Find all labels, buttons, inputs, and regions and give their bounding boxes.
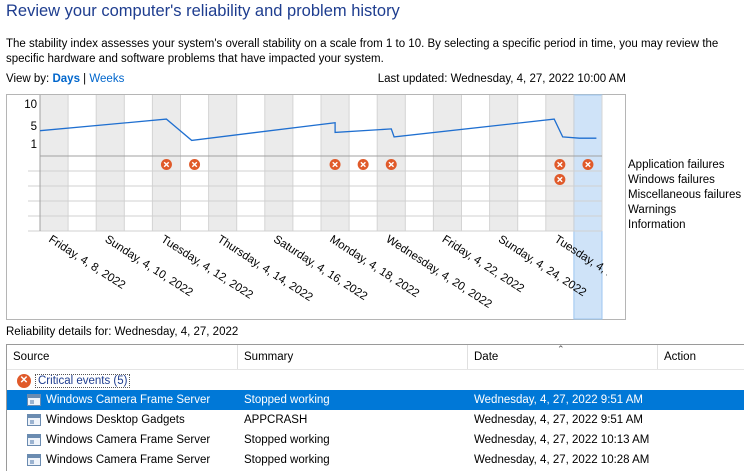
row-source: Windows Camera Frame Server: [46, 434, 211, 446]
y-tick-label: 10: [24, 99, 37, 111]
day-column: [489, 95, 518, 231]
application-icon: [27, 394, 41, 406]
view-days-link[interactable]: Days: [52, 73, 80, 85]
critical-events-label: Critical events (5): [35, 374, 131, 388]
application-icon: [27, 414, 41, 426]
legend-miscellaneous-failures: Miscellaneous failures: [628, 189, 742, 201]
legend-windows-failures: Windows failures: [628, 174, 715, 186]
failure-marker-cross: [388, 161, 395, 168]
day-column: [433, 95, 462, 231]
sort-ascending-icon: ⌃: [557, 344, 565, 354]
row-summary: Stopped working: [244, 434, 330, 446]
row-source: Windows Camera Frame Server: [46, 394, 211, 406]
failure-marker-cross: [163, 161, 170, 168]
row-summary: Stopped working: [244, 454, 330, 466]
table-row[interactable]: Windows Camera Frame Server Stopped work…: [7, 430, 744, 450]
table-row[interactable]: Windows Camera Frame Server Stopped work…: [7, 450, 744, 470]
table-row[interactable]: Windows Camera Frame Server Stopped work…: [7, 390, 744, 410]
page-title: Review your computer's reliability and p…: [6, 2, 400, 20]
y-tick-label: 1: [31, 139, 37, 151]
application-icon: [27, 434, 41, 446]
application-icon: [27, 454, 41, 466]
view-by-label: View by:: [6, 73, 50, 85]
reliability-details-table: Source Summary Date ⌃ Action ✕ Critical …: [6, 344, 744, 471]
failure-marker-cross: [557, 176, 563, 183]
column-header-summary[interactable]: Summary: [238, 345, 468, 369]
legend-information: Information: [628, 219, 686, 231]
row-date: Wednesday, 4, 27, 2022 9:51 AM: [474, 414, 643, 426]
row-summary: Stopped working: [244, 394, 330, 406]
row-date: Wednesday, 4, 27, 2022 9:51 AM: [474, 394, 643, 406]
view-weeks-link[interactable]: Weeks: [89, 73, 125, 85]
column-header-action[interactable]: Action: [664, 351, 696, 363]
page-description: The stability index assesses your system…: [6, 38, 719, 65]
failure-marker-cross: [557, 161, 563, 168]
legend-application-failures: Application failures: [628, 159, 725, 171]
failure-marker-cross: [360, 161, 366, 168]
header-divider: [7, 369, 744, 370]
row-source: Windows Camera Frame Server: [46, 454, 211, 466]
day-column: [96, 95, 125, 231]
view-by-selector: View by: Days | Weeks: [6, 73, 124, 85]
day-column: [264, 95, 293, 231]
failure-marker-cross: [332, 161, 338, 168]
last-updated-text: Last updated: Wednesday, 4, 27, 2022 10:…: [377, 73, 626, 85]
day-column: [40, 95, 69, 231]
column-header-date[interactable]: Date: [468, 345, 658, 369]
critical-error-icon: ✕: [17, 374, 31, 388]
stability-index-line: [39, 118, 597, 142]
y-tick-label: 5: [31, 121, 37, 133]
legend-warnings: Warnings: [628, 204, 677, 216]
view-separator: |: [83, 73, 87, 85]
day-column: [208, 95, 237, 231]
row-summary: APPCRASH: [244, 414, 308, 426]
failure-marker-cross: [585, 161, 591, 168]
table-row[interactable]: Windows Desktop Gadgets APPCRASH Wednesd…: [7, 410, 744, 430]
row-date: Wednesday, 4, 27, 2022 10:28 AM: [474, 454, 650, 466]
column-header-source[interactable]: Source: [7, 345, 238, 369]
critical-events-group[interactable]: ✕ Critical events (5): [17, 372, 131, 390]
reliability-details-label: Reliability details for: Wednesday, 4, 2…: [6, 326, 239, 338]
failure-marker-cross: [191, 161, 198, 168]
row-date: Wednesday, 4, 27, 2022 10:13 AM: [474, 434, 650, 446]
row-source: Windows Desktop Gadgets: [46, 414, 185, 426]
